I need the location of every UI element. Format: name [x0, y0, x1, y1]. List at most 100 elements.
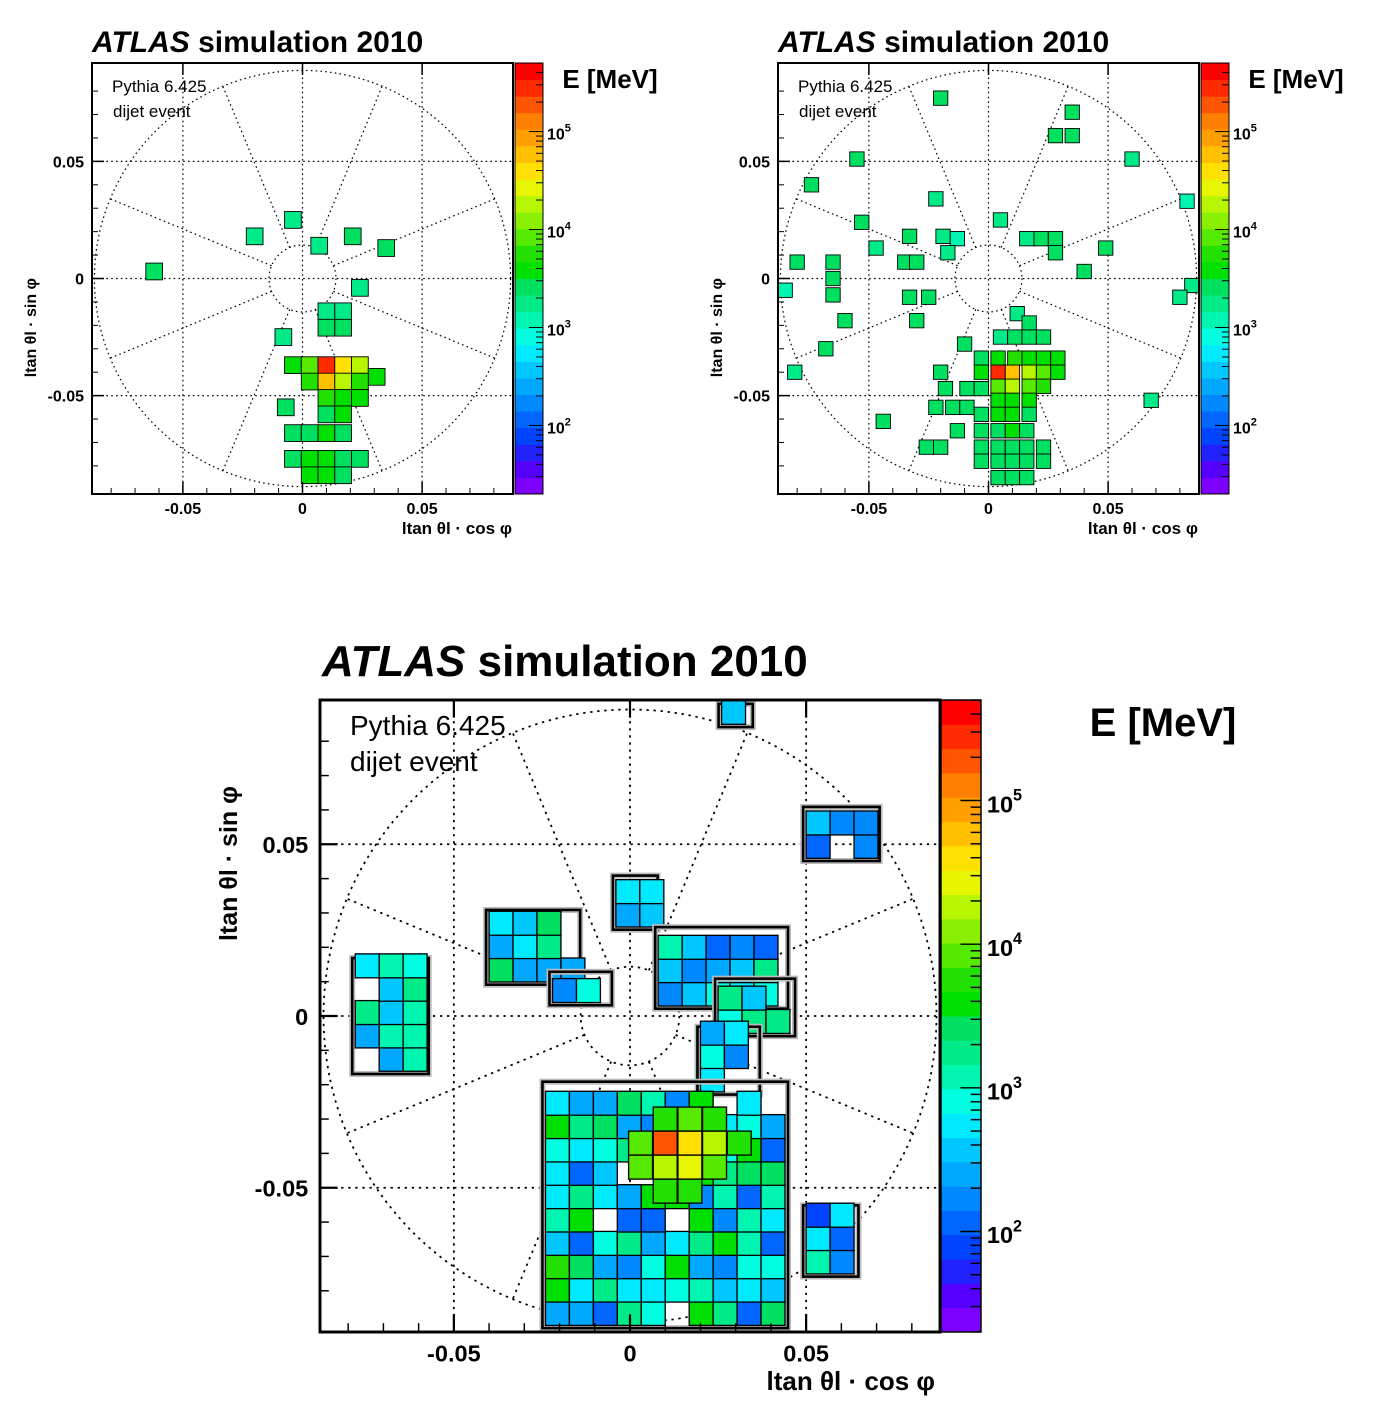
calorimeter-cell — [849, 151, 865, 167]
calorimeter-cell — [712, 1254, 738, 1280]
calorimeter-cell — [616, 1230, 642, 1257]
calorimeter-cell — [544, 1277, 571, 1303]
calorimeter-cell — [334, 302, 352, 321]
panel-bottom: -0.05 0 0.05 0.05 0 -0.05 ATLAS simulation 201… — [215, 637, 1236, 1396]
calorimeter-cell — [688, 1207, 714, 1233]
colorbar-band — [941, 1283, 981, 1309]
calorimeter-cell — [805, 1249, 831, 1275]
calorimeter-cell — [1047, 245, 1064, 261]
colorbar-band — [515, 112, 543, 130]
y-tick-label: -0.05 — [734, 389, 771, 406]
calorimeter-cell — [1004, 406, 1021, 422]
tick-exponent: 4 — [565, 221, 572, 233]
colorbar-band — [515, 96, 543, 114]
calorimeter-cell — [677, 1106, 703, 1132]
calorimeter-cell — [568, 1160, 595, 1186]
y-tick-label: 0 — [75, 272, 84, 289]
cluster-outline — [713, 977, 797, 1038]
calorimeter-cell — [717, 985, 743, 1011]
calorimeter-cell — [736, 1160, 762, 1186]
y-tick-label: 0.05 — [262, 832, 308, 858]
tick-base: 10 — [547, 420, 565, 437]
calorimeter-cell — [712, 1300, 738, 1327]
calorimeter-cell — [688, 1277, 714, 1303]
tick-exponent: 3 — [1251, 318, 1257, 330]
colorbar-title: E [MeV] — [562, 64, 657, 94]
colorbar-band — [941, 943, 981, 968]
calorimeter-cell — [736, 1277, 762, 1303]
colorbar-band — [515, 477, 543, 495]
calorimeter-cell — [901, 228, 918, 244]
calorimeter-cell — [317, 318, 336, 337]
colorbar-band — [941, 894, 981, 920]
calorimeter-cell — [973, 350, 989, 366]
colorbar-band — [515, 377, 543, 396]
calorimeter-cell — [959, 399, 975, 415]
title-atlas: ATLAS — [321, 637, 465, 686]
colorbar-band — [1201, 377, 1229, 396]
calorimeter-cell — [568, 1090, 595, 1116]
tick-base: 10 — [987, 935, 1013, 961]
tick-exponent: 4 — [1251, 221, 1258, 233]
plot-content — [320, 700, 940, 1332]
calorimeter-cell — [753, 934, 779, 960]
calorimeter-cell — [145, 262, 164, 281]
radial-line — [511, 732, 612, 971]
calorimeter-cell — [901, 289, 918, 305]
calorimeter-cell — [825, 254, 841, 270]
tick-base: 10 — [987, 1222, 1013, 1248]
colorbar-band — [941, 1113, 981, 1139]
title-atlas: ATLAS — [777, 26, 876, 59]
calorimeter-cell — [544, 1137, 571, 1163]
calorimeter-cell — [712, 1277, 738, 1303]
colorbar-band — [941, 1137, 981, 1163]
calorimeter-cell — [921, 289, 937, 305]
calorimeter-cell — [639, 902, 665, 928]
tick-exponent: 2 — [1251, 416, 1257, 428]
calorimeter-cell — [805, 1225, 831, 1252]
calorimeter-cell — [1021, 350, 1037, 366]
calorimeter-cell — [935, 228, 951, 244]
colorbar-band — [941, 1234, 981, 1260]
calorimeter-cell — [853, 833, 879, 859]
title-rest: simulation 2010 — [876, 26, 1109, 59]
colorbar-band — [1201, 394, 1229, 412]
calorimeter-cell — [657, 981, 683, 1007]
tick-base: 10 — [547, 322, 565, 339]
calorimeter-cell — [351, 279, 369, 297]
calorimeter-cell — [544, 1160, 571, 1186]
colorbar-band — [941, 724, 981, 750]
calorimeter-cell — [1035, 378, 1052, 394]
calorimeter-cell — [1035, 453, 1052, 469]
colorbar-band — [515, 179, 543, 197]
calorimeter-cell — [488, 957, 514, 983]
calorimeter-cell — [712, 1230, 738, 1257]
calorimeter-cell — [351, 356, 369, 374]
calorimeter-cell — [568, 1113, 595, 1140]
radial-line — [796, 198, 958, 267]
annotation-event: dijet event — [113, 102, 191, 121]
calorimeter-cell — [736, 1090, 762, 1116]
calorimeter-cell — [837, 313, 853, 329]
tick-base: 10 — [1233, 322, 1251, 339]
calorimeter-cell — [343, 227, 362, 246]
calorimeter-cell — [760, 1160, 786, 1186]
colorbar-band — [515, 145, 543, 163]
calorimeter-cell — [736, 1300, 762, 1327]
calorimeter-cell — [937, 380, 954, 397]
calorimeter-cell — [664, 1230, 690, 1257]
calorimeter-cell — [512, 933, 538, 960]
calorimeter-cell — [568, 1137, 595, 1163]
calorimeter-cell — [1035, 364, 1052, 380]
calorimeter-cell — [1172, 289, 1188, 305]
tick-base: 10 — [1233, 420, 1251, 437]
radial-line — [222, 86, 291, 248]
calorimeter-cell — [568, 1300, 595, 1327]
calorimeter-cell — [1019, 231, 1035, 247]
calorimeter-cell — [488, 910, 514, 936]
calorimeter-cell — [1050, 364, 1066, 380]
calorimeter-cell — [729, 934, 755, 960]
calorimeter-cell — [616, 1207, 642, 1233]
calorimeter-cell — [575, 977, 602, 1004]
colorbar-band — [941, 748, 981, 774]
